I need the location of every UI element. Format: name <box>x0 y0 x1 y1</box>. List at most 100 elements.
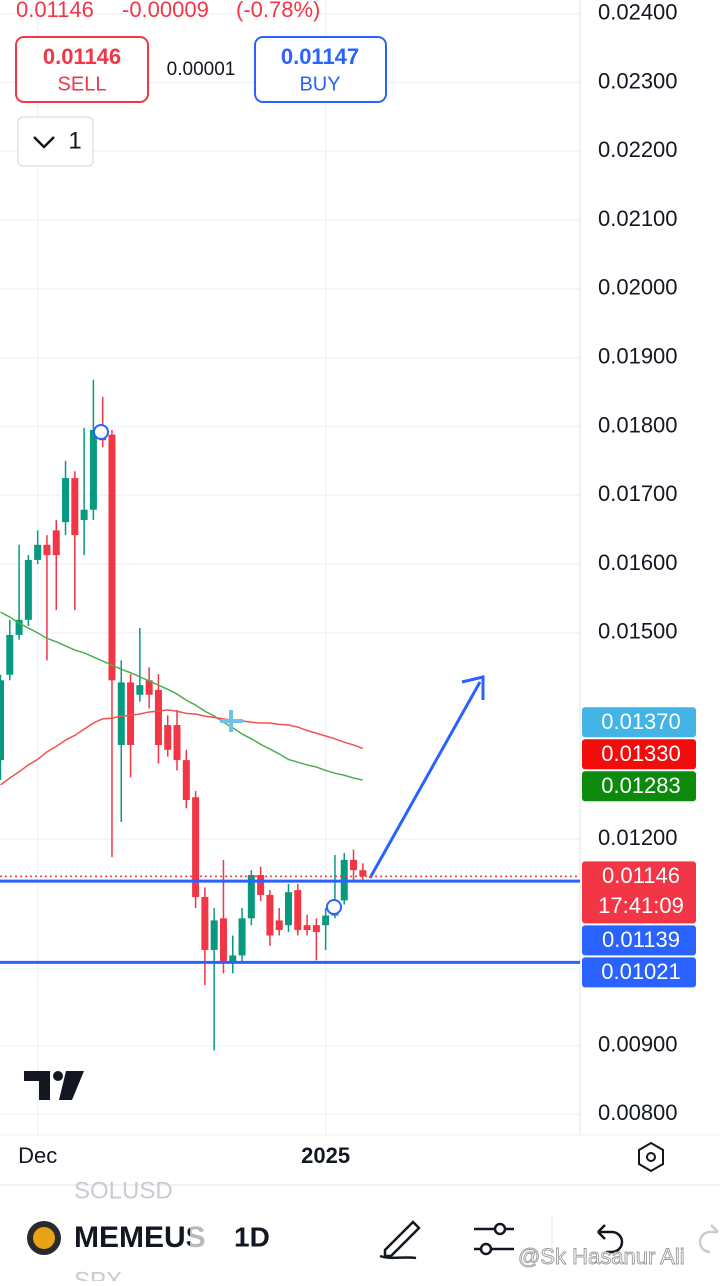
y-tick-label: 0.01800 <box>598 412 678 437</box>
settings-icon-dot <box>646 1152 656 1162</box>
symbol[interactable]: MEMEUS <box>74 1221 206 1254</box>
candle-body <box>0 680 4 761</box>
candle-body <box>80 509 88 521</box>
price-countdown: 17:41:09 <box>598 893 684 918</box>
candle-body <box>266 894 274 936</box>
price-label: 0.01021 <box>601 959 681 984</box>
sell-price: 0.01146 <box>43 44 121 69</box>
candle-body <box>136 685 144 695</box>
moving-average <box>0 709 364 786</box>
price-label-box <box>582 957 696 988</box>
x-tick-label: Dec <box>18 1143 57 1168</box>
candle-body <box>229 955 237 963</box>
moving-average <box>0 611 363 781</box>
y-tick-label: 0.02000 <box>598 275 678 300</box>
candle-body <box>127 682 135 745</box>
candle-body <box>108 434 116 681</box>
indicators-icon[interactable] <box>474 1222 514 1256</box>
buy-label: BUY <box>299 73 340 95</box>
header-change: -0.00009 <box>122 0 209 22</box>
price-label: 0.01330 <box>601 741 681 766</box>
buy-button[interactable] <box>254 36 387 103</box>
y-tick-label: 0.02300 <box>598 68 678 93</box>
candle-body <box>192 797 200 897</box>
candle-body <box>173 725 181 761</box>
y-tick-label: 0.02200 <box>598 137 678 162</box>
settings-icon[interactable] <box>638 1141 664 1173</box>
price-label: 0.01139 <box>602 927 680 952</box>
candle-body <box>294 890 302 931</box>
interval-count: 1 <box>68 127 81 154</box>
interval-toggle[interactable] <box>17 116 94 167</box>
candle-body <box>182 760 190 801</box>
symbol-above: SOLUSD <box>74 1177 173 1204</box>
y-tick-label: 0.00900 <box>598 1031 678 1056</box>
fade <box>190 1215 220 1263</box>
crosshair <box>220 710 243 732</box>
symbol-below: SPX <box>74 1267 122 1281</box>
y-tick-label: 0.01200 <box>598 825 678 850</box>
price-label-box <box>582 861 696 924</box>
undo-icon[interactable] <box>597 1224 624 1254</box>
y-tick-label: 0.00800 <box>598 1100 678 1125</box>
chevron-icon <box>33 136 55 149</box>
watermark: @Sk Hasanur Ali <box>518 1244 685 1269</box>
candle-body <box>257 874 265 895</box>
y-tick-label: 0.01500 <box>598 619 678 644</box>
candle-body <box>164 725 172 750</box>
draw-icon[interactable] <box>379 1220 421 1260</box>
candle-body <box>219 918 227 963</box>
plot <box>0 379 367 1051</box>
sell-label: SELL <box>58 73 107 95</box>
candle-body <box>34 544 42 560</box>
sell-button[interactable] <box>15 36 149 103</box>
candle-body <box>350 859 358 871</box>
candle-body <box>322 915 330 926</box>
price-label-box <box>582 739 696 770</box>
candle-body <box>15 619 23 635</box>
candle-body <box>210 920 218 950</box>
x-tick-label: 2025 <box>301 1143 350 1168</box>
y-tick-label: 0.02100 <box>598 206 678 231</box>
candle-body <box>117 682 125 745</box>
trend-arrow <box>368 681 482 879</box>
candle-body <box>154 689 162 745</box>
candle-body <box>312 925 320 933</box>
redo-icon[interactable] <box>698 1224 719 1254</box>
symbol-icon-inner <box>33 1227 55 1249</box>
buy-price: 0.01147 <box>281 44 359 69</box>
y-tick-label: 0.02400 <box>598 0 678 25</box>
arrow-head <box>461 675 485 700</box>
price-label-box <box>582 925 696 956</box>
candle-body <box>6 634 14 675</box>
candle-body <box>275 920 283 931</box>
candle-body <box>71 478 79 536</box>
anchor-point <box>326 899 342 915</box>
header-price: 0.01146 <box>16 0 94 22</box>
price-label-box <box>582 771 696 802</box>
y-tick-label: 0.01900 <box>598 344 678 369</box>
anchor-point <box>93 424 109 440</box>
candle-body <box>238 918 246 956</box>
candle-body <box>284 892 292 926</box>
candle-body <box>303 925 311 931</box>
candle-body <box>52 530 60 556</box>
candle-body <box>43 544 51 556</box>
y-tick-label: 0.01600 <box>598 550 678 575</box>
candle-body <box>89 429 97 510</box>
price-label: 0.01146 <box>602 863 680 888</box>
candle-body <box>62 478 70 523</box>
candle-body <box>201 896 209 950</box>
candle-body <box>359 870 367 877</box>
y-tick-label: 0.01700 <box>598 481 678 506</box>
spread: 0.00001 <box>167 59 236 80</box>
header-change-pct: (-0.78%) <box>236 0 320 22</box>
price-label: 0.01370 <box>601 709 681 734</box>
price-label: 0.01283 <box>601 773 681 798</box>
tv-logo <box>24 1071 84 1100</box>
candle-body <box>24 559 32 620</box>
timeframe[interactable]: 1D <box>234 1221 270 1252</box>
grid <box>0 0 580 1135</box>
